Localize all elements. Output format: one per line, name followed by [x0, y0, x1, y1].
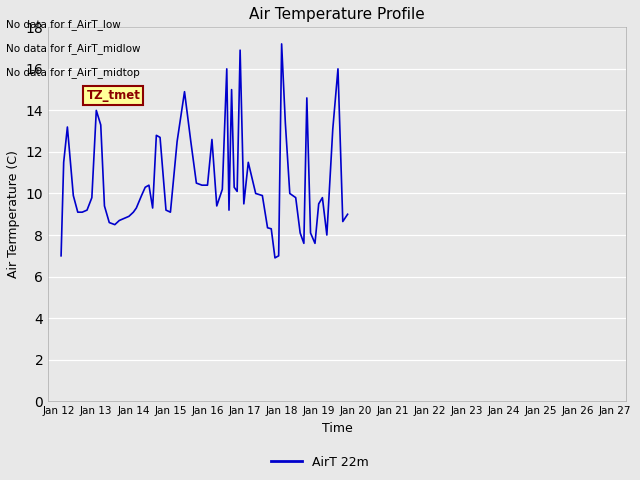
X-axis label: Time: Time [322, 421, 353, 435]
Text: TZ_tmet: TZ_tmet [86, 89, 140, 102]
Y-axis label: Air Termperature (C): Air Termperature (C) [7, 150, 20, 278]
Text: No data for f_AirT_midlow: No data for f_AirT_midlow [6, 43, 141, 54]
Title: Air Temperature Profile: Air Temperature Profile [250, 7, 425, 22]
Text: No data for f_AirT_low: No data for f_AirT_low [6, 19, 121, 30]
Legend: AirT 22m: AirT 22m [266, 451, 374, 474]
Text: No data for f_AirT_midtop: No data for f_AirT_midtop [6, 67, 140, 78]
